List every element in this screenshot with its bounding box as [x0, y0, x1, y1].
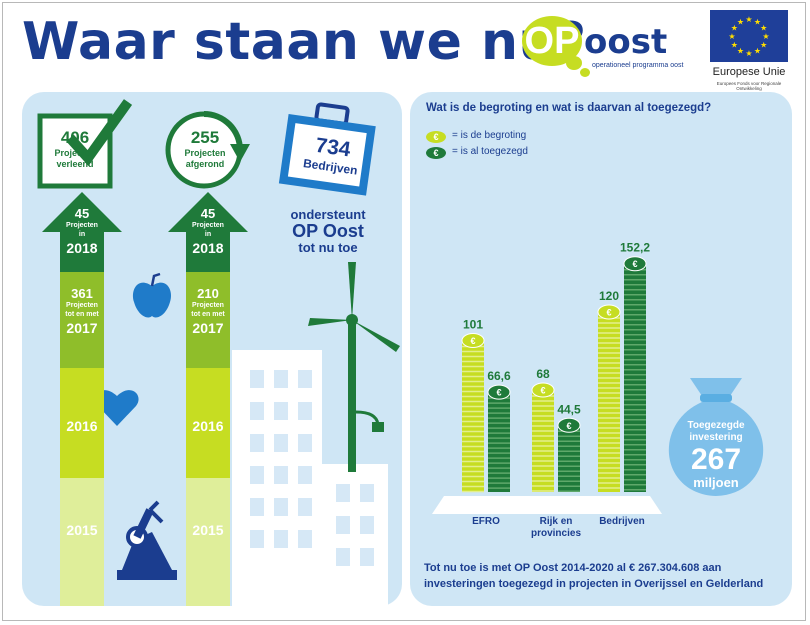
- coin-stack-bedrijven-begroting: €: [597, 304, 621, 492]
- svg-text:★: ★: [762, 32, 769, 41]
- afgerond-stat: 255 Projecten afgerond: [184, 128, 226, 169]
- col2-mid-l1: Projecten: [192, 302, 224, 309]
- eu-title: Europese Unie: [712, 66, 786, 78]
- value-label: 120: [599, 289, 619, 303]
- col1-arrow-value: 45: [74, 206, 90, 221]
- money-bag-icon: [668, 378, 764, 496]
- value-label: 44,5: [557, 402, 581, 416]
- eu-subtitle: Europees Fonds voor Regionale Ontwikkeli…: [716, 81, 782, 91]
- category-label: EFRO: [472, 516, 500, 527]
- logo-op-text: OP: [524, 20, 580, 62]
- value-label: 66,6: [487, 369, 511, 383]
- col1-arrow-l2: in: [78, 231, 86, 238]
- col2-mid-l2: tot en met: [191, 311, 225, 318]
- col1-mid-value: 361: [71, 286, 93, 301]
- page-title: Waar staan we nu?: [22, 12, 587, 72]
- svg-text:★: ★: [745, 49, 752, 58]
- col2-mid-value: 210: [197, 286, 219, 301]
- category-label: Rijk en: [540, 516, 573, 527]
- value-label: 152,2: [620, 241, 650, 255]
- chart-base: [432, 496, 662, 514]
- bedrijven-caption: ondersteunt OP Oost tot nu toe: [290, 207, 366, 255]
- refresh-cycle-icon: [165, 111, 250, 189]
- legend-coin-icon-begroting: €: [426, 131, 446, 143]
- coin-stack-efro-toegezegd: €: [487, 384, 511, 492]
- chart-title: Wat is de begroting en wat is daarvan al…: [426, 102, 712, 114]
- apple-icon: [132, 272, 172, 318]
- logo-subtitle: operationeel programma oost: [592, 62, 684, 69]
- col2-arrow-l1: Projecten: [192, 222, 224, 229]
- svg-text:★: ★: [754, 47, 761, 56]
- svg-text:★: ★: [731, 41, 738, 50]
- heart-icon: [95, 390, 139, 426]
- col2-year-2016: 2016: [192, 418, 224, 434]
- svg-text:€: €: [470, 336, 475, 346]
- col1-arrow-l1: Projecten: [66, 222, 98, 229]
- svg-text:★: ★: [731, 24, 738, 33]
- col2-year-2015: 2015: [192, 522, 224, 538]
- op-oost-logo: OP oost operationeel programma oost: [522, 12, 684, 82]
- col2-mid-year: 2017: [192, 320, 224, 336]
- logo-oost-text: oost: [584, 22, 668, 62]
- svg-text:€: €: [632, 259, 637, 269]
- col1-mid-year: 2017: [66, 320, 98, 336]
- coin-stack-rijk-en-provincies-begroting: €: [531, 382, 555, 492]
- budget-panel: Wat is de begroting en wat is daarvan al…: [410, 92, 792, 606]
- svg-text:★: ★: [728, 32, 735, 41]
- check-icon: [37, 99, 133, 189]
- eu-flag-icon: ★ ★ ★ ★ ★ ★ ★ ★ ★ ★ ★ ★: [710, 10, 788, 62]
- footer-text: Tot nu toe is met OP Oost 2014-2020 al €…: [424, 562, 764, 590]
- bag-label: Toegezegde investering 267 miljoen: [687, 420, 745, 490]
- svg-text:★: ★: [745, 15, 752, 24]
- robot-arm-icon: [117, 500, 177, 580]
- projects-panel: 406 Projecten verleend 255 Projecten afg…: [22, 92, 402, 606]
- svg-text:★: ★: [754, 17, 761, 26]
- svg-text:★: ★: [737, 17, 744, 26]
- buildings-illustration: [117, 350, 388, 606]
- coin-stack-efro-begroting: €: [461, 333, 485, 493]
- col2-arrow-value: 45: [200, 206, 216, 221]
- windmill-icon: [308, 262, 400, 472]
- value-label: 101: [463, 318, 483, 332]
- svg-text:€: €: [606, 308, 611, 318]
- col2-arrow-year: 2018: [192, 240, 224, 256]
- column-2-arrow: [168, 192, 248, 606]
- col1-mid-l1: Projecten: [66, 302, 98, 309]
- svg-text:€: €: [566, 421, 571, 431]
- value-label: 68: [536, 367, 550, 381]
- projects-column-2: 45 Projecten in 2018 210 Projecten tot e…: [168, 192, 248, 606]
- legend-coin-icon-toegezegd: €: [426, 147, 446, 159]
- col2-arrow-l2: in: [204, 231, 212, 238]
- category-label: Bedrijven: [599, 516, 645, 527]
- verleend-stat: 406 Projecten verleend: [54, 128, 96, 169]
- column-1-arrow: [42, 192, 122, 606]
- projects-column-1: 45 Projecten in 2018 361 Projecten tot e…: [42, 192, 122, 606]
- svg-text:★: ★: [760, 24, 767, 33]
- eu-logo: ★ ★ ★ ★ ★ ★ ★ ★ ★ ★ ★ ★ Europese Unie Europees Fond…: [706, 8, 792, 92]
- coin-stack-rijk-en-provincies-toegezegd: €: [557, 417, 581, 492]
- coin-stack-bedrijven-toegezegd: €: [623, 256, 647, 492]
- col1-mid-l2: tot en met: [65, 311, 99, 318]
- col1-year-2016: 2016: [66, 418, 98, 434]
- svg-text:★: ★: [737, 47, 744, 56]
- svg-text:★: ★: [760, 41, 767, 50]
- svg-text:€: €: [540, 386, 545, 396]
- category-label: provincies: [531, 528, 581, 539]
- briefcase-icon: [278, 102, 376, 196]
- svg-text:€: €: [496, 388, 501, 398]
- col1-arrow-year: 2018: [66, 240, 98, 256]
- col1-year-2015: 2015: [66, 522, 98, 538]
